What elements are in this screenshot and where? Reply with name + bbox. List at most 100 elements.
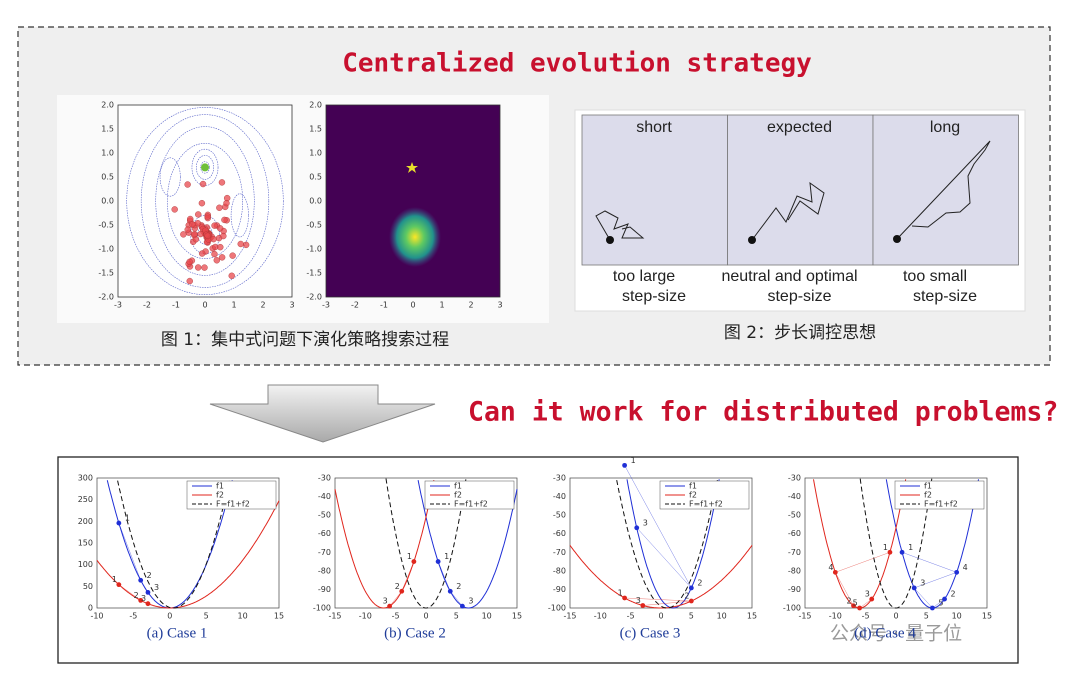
y-tick-label: -70 (788, 548, 801, 557)
step-line (835, 552, 891, 573)
curve (385, 478, 467, 609)
x-tick-label: -10 (829, 612, 842, 621)
y-tick-label: -1.0 (98, 245, 114, 254)
sample-dot (211, 222, 218, 229)
x-tick-label: 0 (202, 301, 207, 310)
y-tick-label: -1.5 (306, 269, 322, 278)
y-tick-label: 2.0 (309, 101, 322, 110)
panel-caption: too small (903, 268, 967, 285)
x-tick-label: 10 (952, 612, 962, 621)
x-tick-label: 5 (924, 612, 929, 621)
y-tick-label: -1.5 (98, 269, 114, 278)
point-label: 1 (883, 543, 888, 552)
y-tick-label: 250 (78, 495, 93, 504)
step-line (859, 598, 872, 609)
case-caption: (d) Case 4 (854, 625, 916, 641)
sample-dot (218, 179, 226, 186)
y-tick-label: -40 (788, 492, 801, 501)
step-line (932, 598, 945, 609)
x-tick-label: 5 (689, 612, 694, 621)
contour (159, 157, 181, 197)
x-tick-label: -15 (328, 612, 341, 621)
point-label: 3 (920, 578, 925, 587)
point-label: 3 (636, 596, 641, 605)
x-tick-label: 0 (893, 612, 898, 621)
contour (196, 155, 215, 180)
heatmap-plot (325, 104, 501, 298)
y-tick-label: -70 (553, 548, 566, 557)
step-line (401, 561, 415, 592)
y-tick-label: 0 (88, 604, 93, 613)
sample-dot (242, 241, 250, 249)
point-label: 2 (951, 590, 956, 599)
point-label: 5 (853, 599, 858, 608)
point-label: 3 (468, 597, 473, 606)
y-tick-label: 1.5 (309, 125, 322, 134)
point (387, 603, 392, 609)
sample-dot (189, 221, 196, 228)
y-tick-label: -50 (553, 511, 566, 520)
step-line (389, 591, 402, 607)
legend-label: f2 (689, 491, 697, 500)
start-point (606, 236, 614, 244)
x-tick-label: 1 (439, 301, 444, 310)
point-label: 3 (154, 583, 159, 592)
step-line (437, 561, 451, 592)
search-path (896, 140, 991, 240)
x-tick-label: 5 (454, 612, 459, 621)
y-tick-label: -90 (788, 585, 801, 594)
start-point (748, 236, 756, 244)
figure2-caption: 图 2：步长调控思想 (724, 323, 876, 343)
sample-dot (186, 258, 193, 266)
legend-label: f1 (454, 482, 462, 491)
x-tick-label: 0 (658, 612, 663, 621)
x-tick-label: -10 (594, 612, 607, 621)
y-tick-label: -100 (548, 604, 566, 613)
contour (230, 193, 249, 238)
x-tick-label: -5 (129, 612, 137, 621)
sample-dot (210, 235, 217, 243)
y-tick-label: -80 (318, 566, 331, 575)
star (406, 162, 418, 173)
y-tick-label: 0.5 (101, 173, 114, 182)
x-tick-label: -5 (392, 612, 400, 621)
point (832, 569, 838, 575)
y-tick-label: 100 (78, 560, 93, 569)
contour (167, 143, 244, 259)
x-tick-label: 3 (289, 301, 294, 310)
x-tick-label: -3 (322, 301, 330, 310)
point (869, 596, 875, 602)
point (942, 596, 947, 602)
panel-caption: too large (613, 268, 675, 285)
figure1-caption: 图 1：集中式问题下演化策略搜索过程 (161, 330, 449, 350)
sample-dot (186, 277, 193, 285)
contour (126, 107, 284, 295)
x-tick-label: -10 (90, 612, 103, 621)
sample-dot (216, 225, 224, 232)
sample-dot (211, 250, 218, 258)
point-label: 3 (865, 590, 870, 599)
legend-label: f1 (216, 482, 224, 491)
x-tick-label: -5 (862, 612, 870, 621)
sample-dot (204, 232, 211, 240)
sample-dot (194, 220, 202, 227)
sample-dot (199, 180, 207, 188)
point (138, 597, 144, 603)
point-label: 1 (631, 456, 636, 465)
curve (626, 479, 720, 609)
panel-title: long (930, 119, 960, 136)
point (887, 549, 893, 555)
y-tick-label: -100 (783, 604, 801, 613)
sample-dot (195, 211, 202, 218)
point-label: 2 (395, 582, 400, 591)
legend-label: f2 (454, 491, 462, 500)
title: Centralized evolution strategy (342, 49, 812, 79)
point (145, 590, 151, 595)
legend-label: f1 (924, 482, 932, 491)
curve (96, 500, 280, 609)
point (145, 601, 151, 607)
point-label: 1 (444, 552, 449, 561)
y-tick-label: -60 (318, 529, 331, 538)
step-line (914, 587, 933, 609)
